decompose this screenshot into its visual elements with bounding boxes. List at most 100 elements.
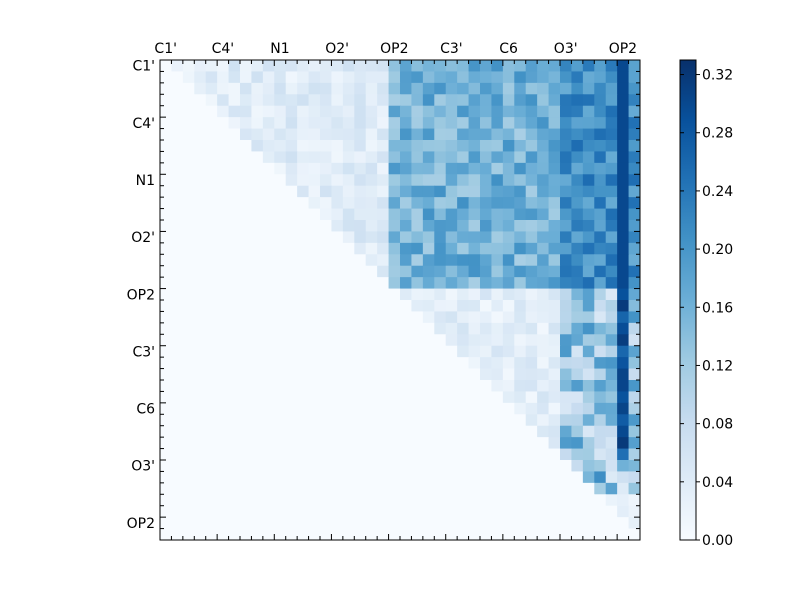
y-tick-label: O3' (131, 459, 155, 475)
heatmap-cell (525, 162, 538, 175)
heatmap-cell (354, 208, 367, 221)
heatmap-cell (331, 380, 344, 392)
heatmap-cell (262, 162, 275, 175)
heatmap-cell (342, 185, 355, 198)
heatmap-cell (365, 471, 378, 484)
heatmap-cell (388, 288, 401, 301)
heatmap-cell (354, 414, 367, 427)
heatmap-cell (468, 460, 481, 472)
heatmap-cell (628, 128, 641, 141)
heatmap-cell (617, 197, 630, 210)
heatmap-cell (537, 277, 550, 290)
heatmap-cell (480, 105, 492, 118)
heatmap-cell (160, 494, 172, 507)
heatmap-cell (365, 311, 378, 324)
heatmap-cell (480, 117, 492, 130)
heatmap-cell (171, 242, 184, 255)
heatmap-cell (468, 517, 481, 530)
heatmap-cell (400, 151, 412, 164)
heatmap-cell (251, 494, 264, 507)
heatmap-cell (217, 448, 230, 461)
heatmap-cell (194, 220, 207, 232)
heatmap-cell (594, 345, 607, 358)
heatmap-cell (468, 505, 481, 518)
heatmap-cell (354, 140, 367, 152)
heatmap-cell (342, 265, 355, 278)
heatmap-cell (171, 288, 184, 301)
heatmap-cell (217, 117, 230, 130)
heatmap-cell (434, 197, 447, 210)
heatmap-cell (502, 71, 515, 84)
heatmap-cell (605, 334, 618, 347)
heatmap-cell (194, 185, 207, 198)
heatmap-cell (240, 197, 252, 210)
heatmap-cell (434, 322, 447, 335)
heatmap-cell (274, 208, 287, 221)
heatmap-cell (377, 380, 390, 392)
heatmap-cell (297, 220, 310, 232)
heatmap-cell (594, 368, 607, 381)
heatmap-cell (548, 357, 561, 370)
heatmap-cell (194, 60, 207, 72)
heatmap-cell (582, 311, 595, 324)
heatmap-cell (251, 322, 264, 335)
heatmap-cell (628, 242, 641, 255)
heatmap-cell (514, 494, 527, 507)
heatmap-cell (457, 128, 470, 141)
heatmap-cell (182, 528, 195, 541)
heatmap-cell (331, 414, 344, 427)
heatmap-cell (480, 368, 492, 381)
heatmap-cell (194, 345, 207, 358)
heatmap-cell (251, 254, 264, 267)
heatmap-cell (468, 185, 481, 198)
heatmap-cell (468, 414, 481, 427)
heatmap-cell (514, 174, 527, 187)
heatmap-cell (331, 208, 344, 221)
heatmap-cell (342, 128, 355, 141)
heatmap-cell (445, 517, 458, 530)
heatmap-cell (331, 162, 344, 175)
heatmap-cell (240, 505, 252, 518)
heatmap-cell (468, 345, 481, 358)
heatmap-cell (548, 402, 561, 415)
heatmap-cell (502, 334, 515, 347)
heatmap-cell (480, 322, 492, 335)
heatmap-cell (388, 94, 401, 107)
heatmap-cell (548, 425, 561, 438)
heatmap-cell (457, 288, 470, 301)
heatmap-cell (388, 82, 401, 95)
heatmap-cell (548, 277, 561, 290)
heatmap-cell (320, 265, 332, 278)
heatmap-cell (182, 517, 195, 530)
heatmap-cell (571, 368, 584, 381)
heatmap-cell (297, 380, 310, 392)
heatmap-cell (320, 300, 332, 312)
heatmap-cell (422, 197, 435, 210)
heatmap-cell (560, 494, 572, 507)
heatmap-cell (377, 220, 390, 232)
heatmap-cell (285, 471, 298, 484)
heatmap-cell (205, 425, 218, 438)
heatmap-cell (582, 414, 595, 427)
heatmap-cell (628, 288, 641, 301)
heatmap-cell (434, 277, 447, 290)
heatmap-cell (480, 402, 492, 415)
heatmap-cell (411, 265, 424, 278)
heatmap-cell (605, 448, 618, 461)
heatmap-cell (354, 505, 367, 518)
heatmap-cell (582, 471, 595, 484)
heatmap-cell (388, 105, 401, 118)
heatmap-cell (365, 128, 378, 141)
heatmap-cell (365, 208, 378, 221)
heatmap-cell (457, 368, 470, 381)
heatmap-cell (388, 357, 401, 370)
heatmap-cell (537, 471, 550, 484)
heatmap-cell (502, 402, 515, 415)
heatmap-cell (217, 71, 230, 84)
heatmap-cell (502, 140, 515, 152)
heatmap-cell (422, 128, 435, 141)
y-tick-label: OP2 (127, 287, 155, 303)
heatmap-cell (297, 311, 310, 324)
heatmap-cell (160, 231, 172, 244)
heatmap-cell (457, 505, 470, 518)
